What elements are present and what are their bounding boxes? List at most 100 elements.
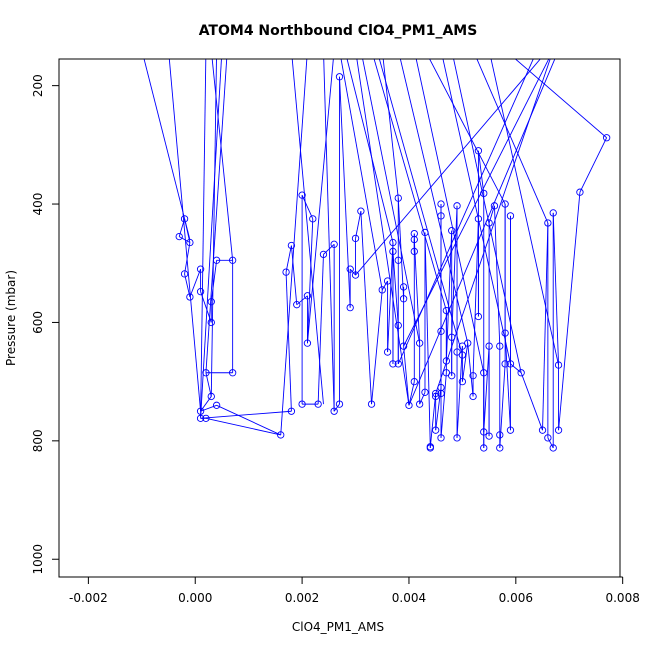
series-line-segment <box>499 363 506 448</box>
series-line-segment <box>415 59 485 373</box>
series-line-segment <box>397 59 534 365</box>
data-point <box>389 360 397 368</box>
series-line-segment <box>378 59 463 356</box>
series-line-segment <box>360 211 373 405</box>
data-point <box>394 256 402 264</box>
series-line-segment <box>205 59 228 373</box>
data-point <box>378 286 386 294</box>
data-point <box>346 265 354 273</box>
series-line-segment <box>189 268 202 298</box>
series-line-segment <box>355 59 541 276</box>
data-point <box>496 342 504 350</box>
data-point <box>399 283 408 291</box>
series-line-segment <box>387 242 394 353</box>
series-line-segment <box>200 410 292 419</box>
data-point <box>298 400 306 408</box>
x-axis: -0.002 0.000 0.002 0.004 0.006 0.008 <box>69 576 640 605</box>
data-point <box>351 271 360 279</box>
series-points <box>175 73 611 452</box>
data-point <box>469 392 477 401</box>
data-point <box>287 241 296 250</box>
series-line-segment <box>346 59 394 243</box>
series-line-segment <box>403 59 550 347</box>
data-point <box>399 342 408 350</box>
x-tick-label: 0.002 <box>285 591 319 605</box>
data-point <box>394 360 402 368</box>
series-line-segment <box>355 211 362 239</box>
data-point <box>496 444 504 452</box>
data-point <box>196 265 205 273</box>
data-point <box>357 207 365 215</box>
data-point <box>442 357 451 365</box>
x-axis-label: ClO4_PM1_AMS <box>292 620 384 634</box>
data-point <box>458 377 467 386</box>
data-point <box>437 212 445 220</box>
data-point <box>207 392 215 401</box>
series-line-segment <box>168 59 202 412</box>
series-line-segment <box>291 59 324 405</box>
data-point <box>421 228 429 237</box>
data-point <box>437 389 445 398</box>
data-point <box>448 333 456 341</box>
data-point <box>485 219 493 227</box>
data-point <box>432 389 440 398</box>
series-line-segment <box>429 59 506 205</box>
y-tick-label: 1000 <box>31 544 45 575</box>
data-point <box>496 431 504 439</box>
data-point <box>453 348 461 356</box>
x-tick-label: 0.006 <box>499 591 533 605</box>
series-line-segment <box>323 59 335 412</box>
data-point <box>485 342 493 350</box>
series-line-segment <box>413 239 421 344</box>
series-line-segment <box>490 59 559 366</box>
data-point <box>453 434 461 442</box>
data-point <box>383 348 392 356</box>
data-point <box>464 339 472 347</box>
data-point <box>549 209 557 217</box>
chart-title: ATOM4 Northbound ClO4_PM1_AMS <box>199 23 478 39</box>
y-tick-label: 600 <box>31 311 45 334</box>
series-line-segment <box>210 260 218 302</box>
data-point <box>501 329 509 337</box>
data-point <box>410 247 418 256</box>
y-tick-label: 800 <box>31 429 45 452</box>
series-line-segment <box>456 346 463 438</box>
series-line-segment <box>514 59 607 139</box>
series-line-segment <box>290 245 298 305</box>
data-point <box>415 400 424 408</box>
data-point <box>383 277 392 285</box>
series-line-segment <box>542 222 549 431</box>
data-point <box>394 194 402 202</box>
series-line-segment <box>184 273 191 298</box>
series-line-segment <box>205 417 281 436</box>
series-line-segment <box>143 59 191 240</box>
data-point <box>442 306 451 315</box>
data-point <box>330 240 338 248</box>
data-point <box>458 342 467 350</box>
y-axis-label: Pressure (mbar) <box>4 270 18 366</box>
series-line-segment <box>552 212 560 366</box>
series-line-segment <box>419 392 426 405</box>
series-line-segment <box>461 343 469 382</box>
data-point <box>474 312 483 321</box>
data-point <box>448 372 456 380</box>
data-point <box>544 434 552 442</box>
data-point <box>437 200 445 208</box>
series-line-segment <box>510 363 522 374</box>
data-point <box>554 426 563 434</box>
data-point <box>480 189 488 198</box>
series-line-segment <box>504 333 511 431</box>
data-point <box>538 426 547 434</box>
data-point <box>448 227 456 235</box>
series-line-segment <box>349 268 356 276</box>
data-point <box>474 215 483 223</box>
data-point <box>389 247 397 256</box>
data-point <box>506 212 515 220</box>
data-point <box>186 238 194 247</box>
data-point <box>330 407 338 415</box>
series-line-segment <box>451 205 458 338</box>
data-point <box>346 303 354 312</box>
series-line-segment <box>210 59 217 397</box>
data-point <box>501 360 509 368</box>
